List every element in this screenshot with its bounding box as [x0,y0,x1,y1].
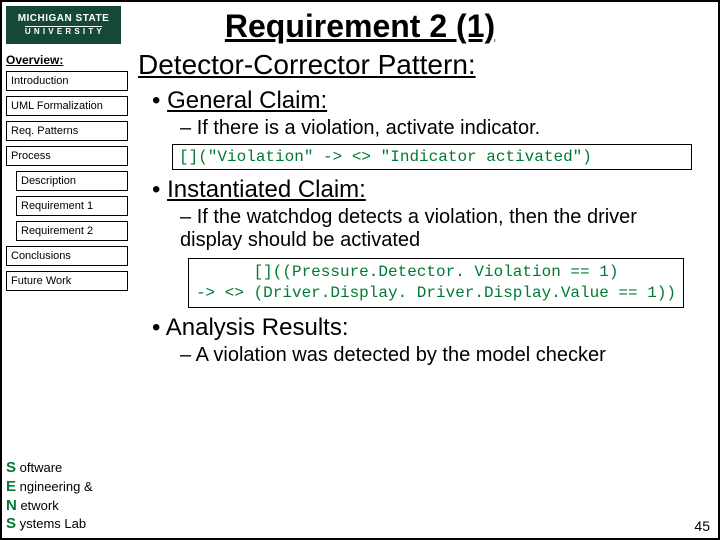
lab-line-1: S oftware [6,459,93,478]
university-logo: MICHIGAN STATE U N I V E R S I T Y [6,6,121,44]
analysis-label: Analysis Results: [166,314,349,341]
lab-letter: S [6,459,16,476]
slide-body: Overview: Introduction UML Formalization… [2,49,718,533]
slide-title: Requirement 2 (1) [225,8,495,44]
analysis-text: A violation was detected by the model ch… [196,344,606,366]
code-inst-line1: []((Pressure.Detector. Violation == 1) [254,263,619,281]
sidebar-item-process[interactable]: Process [6,146,128,166]
sidebar-item-label: Conclusions [11,250,71,262]
instantiated-claim-text: If the watchdog detects a violation, the… [180,206,637,251]
sidebar-item-uml[interactable]: UML Formalization [6,96,128,116]
lab-footer: S oftware E ngineering & N etwork S yste… [6,459,93,534]
logo-line2: U N I V E R S I T Y [25,26,102,36]
bullet-instantiated: • Instantiated Claim: [152,176,704,204]
bullet-general-sub: – If there is a violation, activate indi… [180,117,704,140]
slide: MICHIGAN STATE U N I V E R S I T Y Requi… [0,0,720,540]
bullet-general: • General Claim: [152,87,704,115]
sidebar-header: Overview: [6,53,128,67]
bullet-analysis-sub: – A violation was detected by the model … [180,344,704,367]
sidebar-item-label: Requirement 1 [21,200,93,212]
sidebar-item-label: Process [11,150,51,162]
sidebar-item-description[interactable]: Description [16,171,128,191]
code-inst-line2: -> <> (Driver.Display. Driver.Display.Va… [196,284,676,302]
sidebar-item-req1[interactable]: Requirement 1 [16,196,128,216]
code-general: []("Violation" -> <> "Indicator activate… [179,148,592,166]
lab-letter: N [6,497,17,514]
content-heading: Detector-Corrector Pattern: [138,49,704,81]
lab-letter: S [6,515,16,532]
sidebar-item-label: Req. Patterns [11,125,78,137]
lab-line-2: E ngineering & [6,478,93,497]
general-claim-text: If there is a violation, activate indica… [197,117,541,139]
code-box-instantiated: []((Pressure.Detector. Violation == 1) -… [188,258,684,308]
sidebar-item-label: Description [21,175,76,187]
content-area: Detector-Corrector Pattern: • General Cl… [132,49,718,533]
lab-word: etwork [17,498,59,513]
instantiated-claim-label: Instantiated Claim: [167,176,366,203]
lab-line-3: N etwork [6,497,93,516]
lab-line-4: S ystems Lab [6,515,93,534]
bullet-instantiated-sub: – If the watchdog detects a violation, t… [180,206,704,252]
logo-line1: MICHIGAN STATE [18,14,110,25]
sidebar-item-future[interactable]: Future Work [6,271,128,291]
sidebar-item-patterns[interactable]: Req. Patterns [6,121,128,141]
general-claim-label: General Claim: [167,87,327,114]
sidebar-item-label: Requirement 2 [21,225,93,237]
bullet-analysis: • Analysis Results: [152,314,704,342]
page-number: 45 [694,518,710,534]
lab-word: ngineering & [16,479,93,494]
code-box-general: []("Violation" -> <> "Indicator activate… [172,144,692,170]
sidebar-item-req2[interactable]: Requirement 2 [16,221,128,241]
lab-word: ystems Lab [16,516,86,531]
sidebar-item-label: Introduction [11,75,68,87]
sidebar-item-introduction[interactable]: Introduction [6,71,128,91]
lab-word: oftware [16,460,62,475]
sidebar-item-label: UML Formalization [11,100,103,112]
sidebar-item-conclusions[interactable]: Conclusions [6,246,128,266]
lab-letter: E [6,478,16,495]
sidebar-item-label: Future Work [11,275,71,287]
